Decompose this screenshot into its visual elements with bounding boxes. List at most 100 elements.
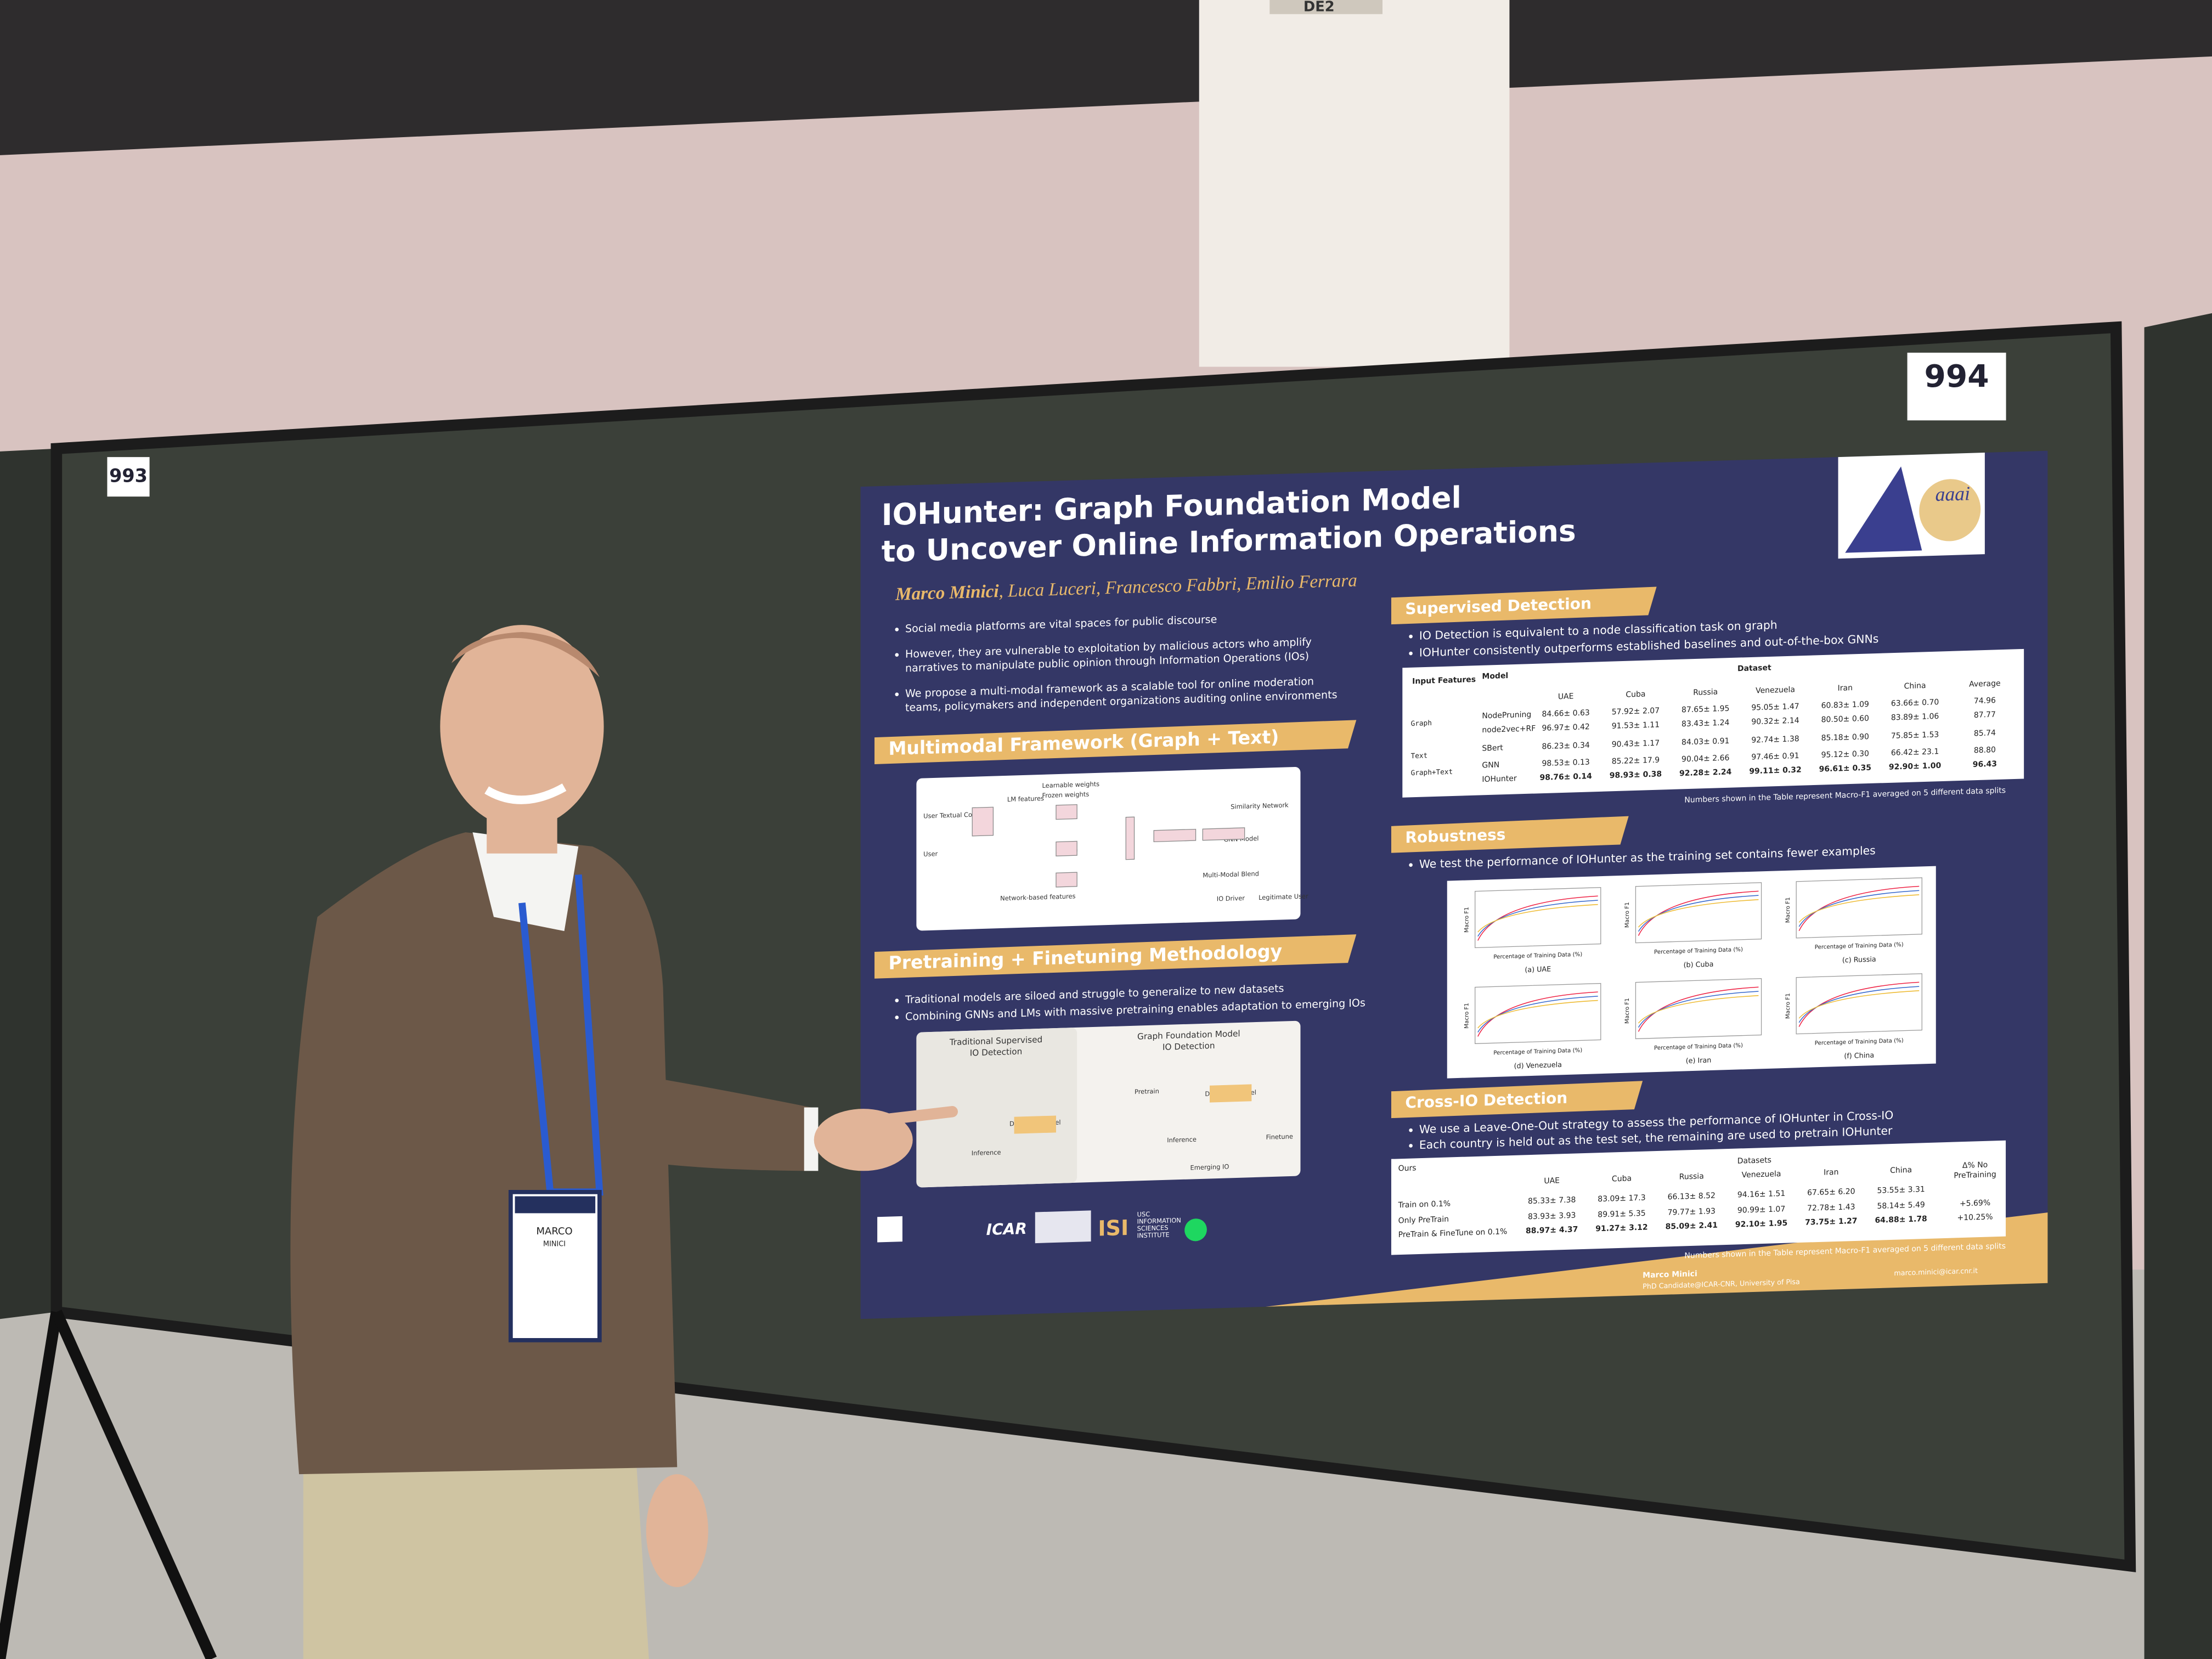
hand bbox=[646, 1474, 708, 1587]
section-banner bbox=[874, 934, 1357, 979]
table-cell: 85.74 bbox=[1974, 729, 1996, 738]
logo-box bbox=[1035, 1210, 1091, 1244]
diagram-label: Pretrain bbox=[1135, 1087, 1159, 1096]
axis-label: Macro F1 bbox=[1624, 998, 1630, 1024]
table-column: UAE bbox=[1544, 1176, 1560, 1186]
panel-label: (b) Cuba bbox=[1684, 960, 1714, 969]
diagram-block bbox=[1153, 828, 1197, 843]
diagram-label: Legitimate User bbox=[1259, 892, 1308, 901]
axis-label: Percentage of Training Data (%) bbox=[1654, 947, 1743, 956]
table-row-features: Graph bbox=[1411, 719, 1432, 728]
table-column: Average bbox=[1969, 679, 2000, 689]
table-cell: 96.43 bbox=[1973, 760, 1997, 769]
table-column: China bbox=[1904, 681, 1926, 691]
table-cell: 58.14± 5.49 bbox=[1877, 1200, 1925, 1211]
table-cell: 88.80 bbox=[1974, 746, 1996, 755]
bullet-dot bbox=[895, 653, 899, 657]
diagram-label: LM features bbox=[1007, 794, 1044, 803]
diagram-block bbox=[1056, 872, 1077, 888]
logo-text: INFORMATION bbox=[1137, 1216, 1181, 1225]
table-cell: 84.03± 0.91 bbox=[1681, 737, 1729, 747]
table-column: Russia bbox=[1693, 687, 1718, 697]
table-header: Model bbox=[1482, 672, 1508, 681]
plot-curve bbox=[1477, 900, 1598, 937]
table-cell: 90.32± 2.14 bbox=[1751, 716, 1799, 727]
diagram-block bbox=[1056, 840, 1077, 857]
diagram-label: Finetune bbox=[1266, 1132, 1293, 1141]
table-box bbox=[1402, 648, 2024, 798]
collar bbox=[472, 832, 579, 932]
booth-number: 994 bbox=[1925, 358, 1989, 394]
diagram-label: Multi-Modal Blend bbox=[1203, 870, 1259, 879]
diagram-label: Inference bbox=[972, 1148, 1001, 1157]
table-cell: 85.22± 17.9 bbox=[1612, 756, 1660, 766]
diagram-subpanel bbox=[916, 1028, 1077, 1188]
logo-text: aaai bbox=[1936, 482, 1970, 505]
table-column: Russia bbox=[1679, 1172, 1704, 1181]
table-row-model: IOHunter bbox=[1482, 774, 1516, 784]
table-cell: 92.28± 2.24 bbox=[1679, 768, 1732, 778]
panel-title: Graph Foundation Model bbox=[1137, 1029, 1240, 1042]
diagram-label: Learnable weights bbox=[1042, 780, 1100, 789]
table-header: Ours bbox=[1398, 1164, 1417, 1173]
table-cell: 85.33± 7.38 bbox=[1528, 1195, 1576, 1206]
table-cell: 79.77± 1.93 bbox=[1668, 1207, 1716, 1217]
plot-curve bbox=[1798, 981, 1920, 1027]
plot-curve bbox=[1638, 890, 1759, 936]
figure-box bbox=[1447, 866, 1936, 1079]
plot-area bbox=[1635, 882, 1762, 944]
table-cell: 92.74± 1.38 bbox=[1751, 735, 1799, 745]
booth-card bbox=[107, 457, 150, 497]
axis-label: Percentage of Training Data (%) bbox=[1654, 1043, 1743, 1052]
table-column: Cuba bbox=[1626, 690, 1645, 699]
table-cell: 89.91± 5.35 bbox=[1598, 1209, 1645, 1220]
bullet-dot bbox=[895, 692, 899, 697]
table-cell: 85.18± 0.90 bbox=[1821, 732, 1869, 743]
logo-text: SCIENCES bbox=[1137, 1224, 1169, 1233]
plot-curve bbox=[1477, 1000, 1598, 1029]
table-row-features: Graph+Text bbox=[1411, 768, 1453, 777]
table-row-model: GNN bbox=[1482, 760, 1499, 770]
right-board bbox=[2144, 313, 2212, 1659]
table-row-model: SBert bbox=[1482, 743, 1503, 753]
table-cell: 86.23± 0.34 bbox=[1542, 741, 1589, 752]
easel-leg bbox=[0, 1311, 63, 1659]
bullet-dot bbox=[895, 628, 899, 631]
plot-area bbox=[1796, 973, 1922, 1035]
table-cell: 98.53± 0.13 bbox=[1542, 758, 1589, 768]
panel-label: (d) Venezuela bbox=[1514, 1061, 1562, 1071]
table-cell: 90.43± 1.17 bbox=[1612, 739, 1660, 749]
diagram-block bbox=[1210, 1084, 1252, 1103]
table-cell: +5.69% bbox=[1960, 1199, 1990, 1209]
bullet-dot bbox=[895, 1015, 899, 1019]
table-cell: 84.66± 0.63 bbox=[1542, 708, 1589, 719]
logo-text: INSTITUTE bbox=[1137, 1231, 1170, 1239]
table-cell: 57.92± 2.07 bbox=[1612, 707, 1660, 717]
table-column: PreTraining bbox=[1954, 1170, 1996, 1180]
badge-header bbox=[515, 1196, 596, 1214]
plot-curve bbox=[1798, 986, 1920, 1023]
table-column: Cuba bbox=[1612, 1174, 1632, 1183]
logo-text: USC bbox=[1137, 1210, 1150, 1218]
table-cell: 72.78± 1.43 bbox=[1807, 1203, 1855, 1213]
finger bbox=[862, 1106, 958, 1127]
plot-curve bbox=[1638, 899, 1759, 928]
section-heading: Robustness bbox=[1405, 826, 1505, 847]
table-row-model: NodePruning bbox=[1482, 710, 1531, 721]
plot-curve bbox=[1477, 895, 1598, 941]
table-cell: 98.93± 0.38 bbox=[1610, 770, 1662, 780]
diagram-label: Emerging IO bbox=[1190, 1163, 1229, 1171]
plot-curve bbox=[1798, 885, 1920, 932]
diagram-label: Frozen weights bbox=[1042, 790, 1090, 799]
axis-label: Percentage of Training Data (%) bbox=[1815, 1038, 1904, 1047]
table-cell: 90.99± 1.07 bbox=[1737, 1205, 1785, 1215]
logo-text: ISI bbox=[1098, 1216, 1128, 1242]
axis-label: Percentage of Training Data (%) bbox=[1815, 942, 1904, 951]
table-column: Venezuela bbox=[1756, 685, 1795, 695]
plot-curve bbox=[1638, 995, 1759, 1024]
plot-curve bbox=[1477, 991, 1598, 1037]
easel-leg bbox=[51, 1310, 217, 1659]
panel-label: (c) Russia bbox=[1842, 956, 1876, 965]
diagram-block bbox=[1202, 827, 1245, 841]
